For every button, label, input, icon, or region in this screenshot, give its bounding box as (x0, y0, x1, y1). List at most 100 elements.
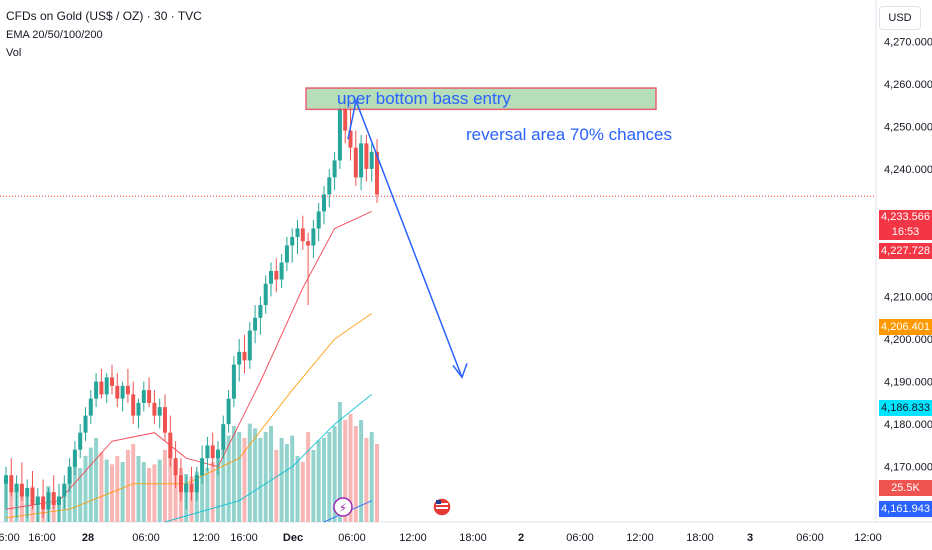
candle-body (242, 351, 247, 361)
price-tick-label: 4,250.000 (884, 121, 932, 133)
candle-body (247, 330, 252, 361)
volume-bar (19, 488, 24, 522)
volume-price-tag: 25.5K (879, 480, 932, 496)
candle-body (30, 487, 35, 505)
candle-body (258, 305, 263, 318)
volume-bar (115, 456, 120, 522)
ema100-price-tag: 4,186.833 (879, 400, 932, 416)
volume-bar (141, 462, 146, 522)
candle-body (168, 432, 173, 459)
candle-body (332, 160, 337, 178)
candle-body (104, 377, 109, 395)
candle-body (57, 496, 61, 505)
candle-body (216, 449, 220, 459)
time-tick-label: 12:00 (399, 532, 427, 544)
candle-body (200, 458, 205, 476)
candle-body (120, 385, 125, 399)
candle-body (94, 381, 99, 399)
volume-bar (210, 462, 215, 522)
time-tick-label: 12:00 (192, 532, 220, 544)
volume-bar (369, 432, 374, 522)
currency-button[interactable]: USD (879, 6, 921, 30)
candle-body (226, 398, 231, 425)
entry-annotation[interactable]: uper bottom bass entry (337, 89, 511, 108)
volume-bar (152, 464, 157, 522)
candle-body (25, 487, 30, 497)
volume-bar (147, 468, 152, 522)
candle-body (131, 394, 136, 416)
time-tick-label: 06:00 (0, 532, 20, 544)
volume-bar (136, 456, 141, 522)
volume-bar (78, 468, 83, 522)
reversal-annotation[interactable]: reversal area 70% chances (466, 125, 672, 144)
candle-body (359, 143, 364, 178)
trend-arrow-line[interactable] (347, 98, 463, 378)
volume-bar (221, 447, 226, 522)
ema-indicator-label[interactable]: EMA 20/50/100/200 (6, 29, 103, 41)
symbol-title[interactable]: CFDs on Gold (US$ / OZ) · 30 · TVC (6, 9, 202, 23)
candle-body (51, 492, 56, 505)
volume-bar (247, 423, 252, 522)
volume-bar (353, 426, 358, 522)
price-tick-label: 4,180.000 (884, 419, 932, 431)
volume-bar (253, 428, 258, 522)
time-tick-label: 06:00 (566, 532, 594, 544)
volume-bar (300, 462, 305, 522)
volume-bar (226, 435, 231, 522)
volume-bar (72, 462, 77, 522)
candle-body (231, 364, 236, 399)
candle-body (72, 449, 77, 467)
volume-bar (104, 459, 109, 522)
volume-bar (205, 468, 210, 522)
volume-bar (110, 464, 114, 522)
us-flag-stripe (436, 507, 448, 509)
volume-indicator-label[interactable]: Vol (6, 47, 22, 59)
ema200-price-tag: 4,161.943 (879, 501, 932, 517)
volume-bar (284, 444, 289, 522)
time-tick-label: Dec (283, 532, 303, 544)
volume-bar (99, 452, 104, 522)
candle-body (290, 236, 295, 246)
candle-body (205, 445, 210, 459)
candle-body (337, 109, 342, 161)
candle-body (14, 483, 19, 493)
volume-bar (343, 420, 348, 522)
price-tick-label: 4,260.000 (884, 79, 932, 91)
volume-bar (173, 462, 178, 522)
lightning-event-icon[interactable] (333, 497, 353, 517)
candle-body (173, 458, 178, 476)
time-tick-label: 2 (518, 532, 524, 544)
candle-body (369, 151, 374, 169)
time-tick-label: 16:00 (28, 532, 56, 544)
candle-body (136, 402, 141, 416)
candle-body (353, 147, 358, 178)
candle-body (322, 194, 326, 212)
time-tick-label: 06:00 (338, 532, 366, 544)
candle-body (141, 390, 146, 403)
time-tick-label: 18:00 (686, 532, 714, 544)
candle-body (35, 496, 40, 505)
volume-bar (231, 426, 236, 522)
candle-body (327, 177, 332, 195)
volume-bar (316, 440, 321, 522)
reversal-zone-box[interactable] (305, 87, 657, 111)
last-price-value: 4,233.566 (881, 211, 930, 223)
lightning-glyph-icon: ⚡ (339, 501, 347, 515)
volume-bar (83, 456, 88, 522)
volume-bar (263, 432, 268, 522)
candle-body (189, 483, 194, 493)
time-tick-label: 06:00 (132, 532, 160, 544)
volume-bar (348, 414, 353, 522)
candle-body (83, 415, 88, 433)
price-tick-label: 4,190.000 (884, 377, 932, 389)
volume-bar (311, 450, 316, 522)
price-tick-label: 4,240.000 (884, 164, 932, 176)
volume-bar (269, 426, 273, 522)
volume-bar (120, 462, 125, 522)
candle-body (269, 271, 273, 284)
candle-body (62, 483, 67, 497)
price-tick-label: 4,210.000 (884, 292, 932, 304)
volume-bar (131, 444, 136, 522)
